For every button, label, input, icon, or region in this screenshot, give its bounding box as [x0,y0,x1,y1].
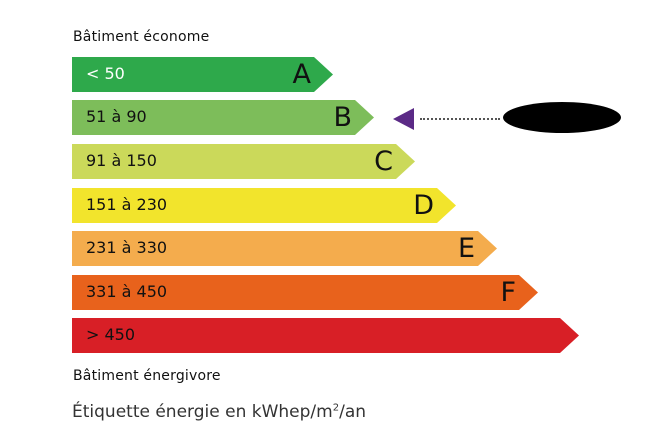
indicator-arrow-icon [393,108,414,130]
energy-class-bar-e: 231 à 330 E [72,231,497,266]
class-letter: B [333,102,352,133]
energy-class-bar-f: 331 à 450 F [72,275,538,310]
energy-class-bar-a: < 50 A [72,57,333,92]
class-range: 331 à 450 [86,282,168,301]
class-letter: C [374,146,393,177]
class-range: 51 à 90 [86,107,147,126]
label-bottom: Bâtiment énergivore [73,368,221,384]
class-range: 91 à 150 [86,151,157,170]
class-letter: F [500,277,516,308]
energy-class-bar-g: > 450 [72,318,579,353]
energy-class-bar-c: 91 à 150 C [72,144,415,179]
class-letter: A [292,59,311,90]
energy-class-bar-b: 51 à 90 B [72,100,374,135]
class-range: > 450 [86,325,136,344]
indicator-dotted-line [420,118,500,120]
caption: Étiquette énergie en kWhep/m2/an [72,402,367,422]
class-range: 231 à 330 [86,238,168,257]
class-letter: E [457,233,475,264]
label-top: Bâtiment économe [73,29,210,45]
redacted-value [503,102,621,133]
class-letter: D [413,190,434,221]
class-range: 151 à 230 [86,195,168,214]
energy-class-bar-d: 151 à 230 D [72,188,456,223]
class-range: < 50 [86,64,125,83]
